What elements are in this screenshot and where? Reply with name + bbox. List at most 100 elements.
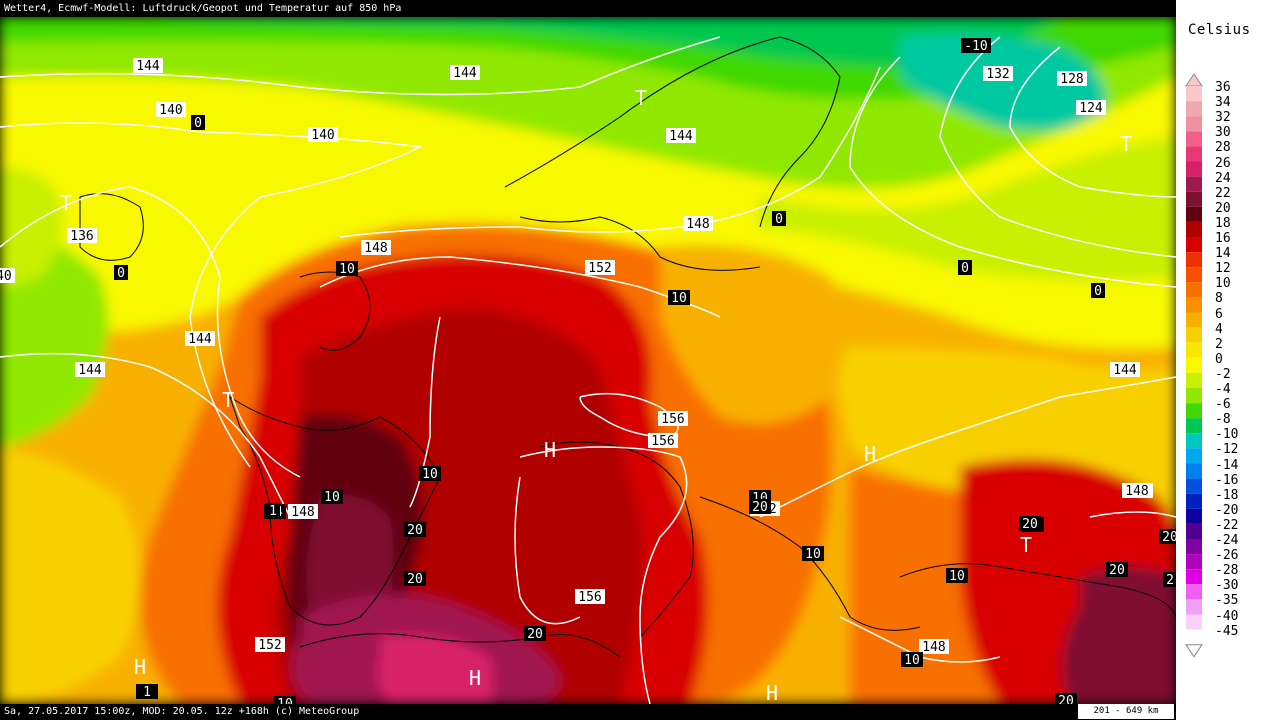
svg-text:0: 0 bbox=[1094, 284, 1102, 299]
temperature-label: 0 bbox=[191, 115, 205, 131]
legend-label: 30 bbox=[1215, 125, 1231, 141]
legend-label: -20 bbox=[1215, 502, 1239, 518]
svg-text:156: 156 bbox=[661, 412, 684, 427]
svg-text:140: 140 bbox=[311, 128, 334, 143]
legend-label: -22 bbox=[1215, 517, 1239, 533]
temperature-label: 20 bbox=[524, 626, 546, 642]
temperature-label: 10 bbox=[668, 290, 690, 306]
geopotential-label: 140 bbox=[308, 127, 338, 143]
geopotential-label: 132 bbox=[983, 66, 1013, 82]
geopotential-label: 144 bbox=[450, 65, 480, 81]
temperature-label: 1 bbox=[266, 503, 280, 519]
geopotential-label: 152 bbox=[255, 637, 285, 653]
legend-label: 28 bbox=[1215, 140, 1231, 156]
legend-swatch bbox=[1186, 493, 1202, 509]
svg-text:1: 1 bbox=[269, 504, 277, 519]
svg-text:152: 152 bbox=[588, 261, 611, 276]
svg-text:148: 148 bbox=[1125, 484, 1148, 499]
svg-text:144: 144 bbox=[78, 363, 102, 378]
low-pressure-mark: T bbox=[635, 86, 647, 110]
svg-text:0: 0 bbox=[194, 116, 202, 131]
svg-text:2: 2 bbox=[1166, 573, 1174, 588]
temperature-label: 20 bbox=[1019, 516, 1041, 532]
legend-label: 32 bbox=[1215, 110, 1231, 126]
geopotential-label: 156 bbox=[658, 411, 688, 427]
legend-swatch bbox=[1186, 418, 1202, 434]
geopotential-label: 152 bbox=[585, 260, 615, 276]
svg-text:10: 10 bbox=[324, 490, 340, 505]
geopotential-label: 124 bbox=[1076, 100, 1106, 116]
legend-label: 22 bbox=[1215, 185, 1231, 201]
temperature-label: 10 bbox=[901, 652, 923, 668]
svg-text:140: 140 bbox=[159, 103, 182, 118]
legend-color-bar bbox=[1185, 73, 1203, 658]
legend-label: 34 bbox=[1215, 95, 1231, 111]
legend-unit: Celsius bbox=[1188, 22, 1251, 38]
svg-text:144: 144 bbox=[188, 332, 212, 347]
high-pressure-mark: H bbox=[864, 442, 876, 466]
svg-text:152: 152 bbox=[258, 638, 281, 653]
svg-text:156: 156 bbox=[578, 590, 601, 605]
geopotential-label: 140 bbox=[0, 268, 15, 284]
legend-label: 4 bbox=[1215, 321, 1223, 337]
legend-swatch bbox=[1186, 584, 1202, 600]
legend-label: -12 bbox=[1215, 442, 1239, 458]
legend-label: -40 bbox=[1215, 608, 1239, 624]
legend-label: -30 bbox=[1215, 578, 1239, 594]
pressure-system-marks: T T T T T H H H H H bbox=[60, 86, 1132, 704]
legend-label: -10 bbox=[1215, 427, 1239, 443]
svg-text:10: 10 bbox=[805, 547, 821, 562]
legend-swatch bbox=[1186, 372, 1202, 388]
legend-label: -14 bbox=[1215, 457, 1239, 473]
legend-bottom-arrow bbox=[1185, 644, 1203, 658]
legend-label: -2 bbox=[1215, 366, 1231, 382]
temperature-label: 20 bbox=[1055, 693, 1077, 704]
legend-swatch bbox=[1186, 267, 1202, 283]
temperature-label: 10 bbox=[321, 489, 343, 505]
legend-swatch bbox=[1186, 176, 1202, 192]
legend-label: 18 bbox=[1215, 215, 1231, 231]
legend-swatch bbox=[1186, 86, 1202, 102]
legend-swatch bbox=[1186, 327, 1202, 343]
legend-swatch bbox=[1186, 191, 1202, 207]
temperature-label: 0 bbox=[114, 265, 128, 281]
geopotential-label: 136 bbox=[67, 228, 97, 244]
legend-label: 0 bbox=[1215, 351, 1223, 367]
legend-label: -26 bbox=[1215, 548, 1239, 564]
svg-text:10: 10 bbox=[277, 697, 293, 704]
geopotential-label: 144 bbox=[185, 331, 215, 347]
legend-label: -8 bbox=[1215, 412, 1231, 428]
svg-text:144: 144 bbox=[1113, 363, 1137, 378]
svg-text:144: 144 bbox=[669, 129, 693, 144]
legend-swatch bbox=[1186, 403, 1202, 419]
svg-text:156: 156 bbox=[651, 434, 674, 449]
legend-label: 2 bbox=[1215, 336, 1223, 352]
svg-text:140: 140 bbox=[0, 269, 12, 284]
temperature-label: 0 bbox=[958, 260, 972, 276]
legend-label: 16 bbox=[1215, 231, 1231, 246]
map-title: Wetter4, Ecmwf-Modell: Luftdruck/Geopot … bbox=[0, 0, 1176, 17]
legend-swatch bbox=[1186, 221, 1202, 237]
low-pressure-mark: T bbox=[1020, 533, 1032, 557]
geopotential-isolines bbox=[0, 36, 1176, 704]
legend-label: 10 bbox=[1215, 276, 1231, 292]
map-area[interactable]: 144 144 140 140 136 140 144 144 148 148 152 148 144 1… bbox=[0, 17, 1176, 704]
svg-text:0: 0 bbox=[117, 266, 125, 281]
legend-swatch bbox=[1186, 614, 1202, 630]
svg-text:124: 124 bbox=[1079, 101, 1103, 116]
low-pressure-mark: T bbox=[1120, 132, 1132, 156]
legend-swatch bbox=[1186, 463, 1202, 479]
low-pressure-mark: T bbox=[222, 388, 234, 412]
svg-text:20: 20 bbox=[527, 627, 543, 642]
high-pressure-mark: H bbox=[544, 438, 556, 462]
legend-label: -24 bbox=[1215, 533, 1239, 548]
geopotential-label: 144 bbox=[1110, 362, 1140, 378]
svg-text:144: 144 bbox=[136, 59, 160, 74]
legend-label: 12 bbox=[1215, 261, 1231, 277]
temperature-field bbox=[0, 17, 1176, 704]
temperature-label: 10 bbox=[336, 261, 358, 277]
legend-swatch bbox=[1186, 357, 1202, 373]
svg-text:-10: -10 bbox=[964, 39, 987, 54]
svg-text:148: 148 bbox=[291, 505, 314, 520]
legend-label: 14 bbox=[1215, 246, 1231, 262]
